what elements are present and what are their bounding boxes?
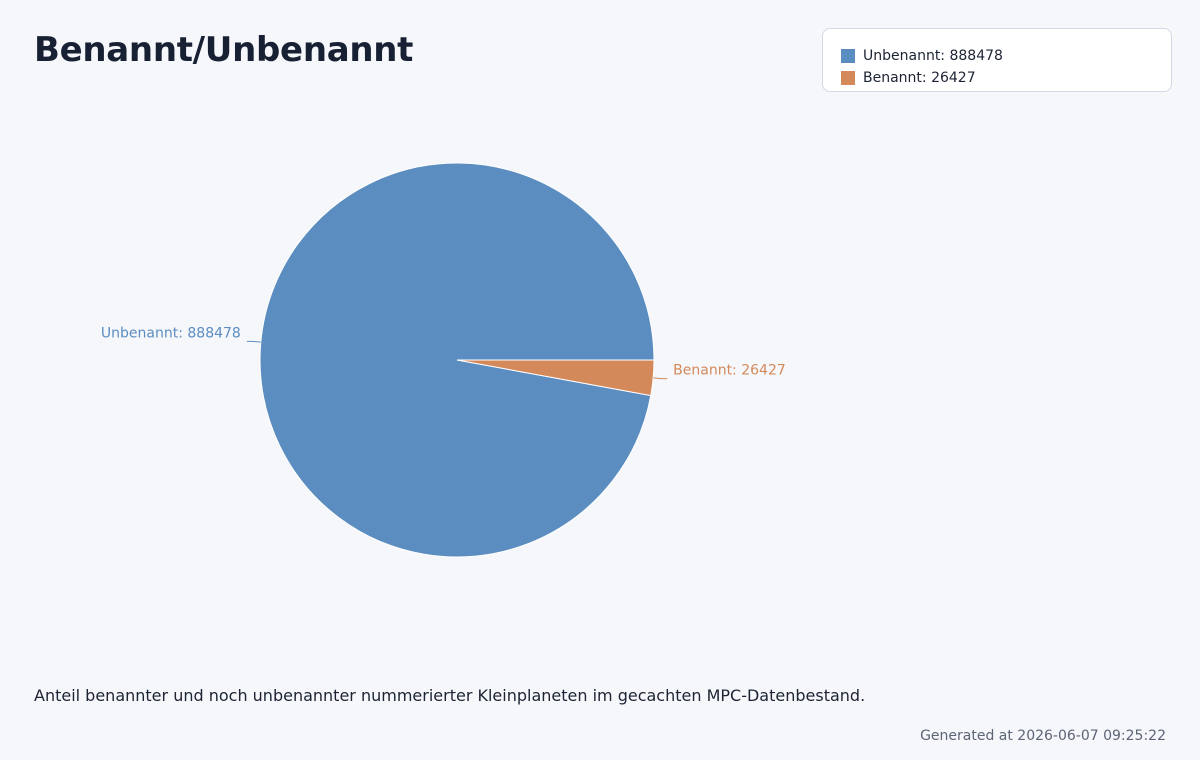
legend-swatch-benannt xyxy=(841,71,855,85)
pie-slice-benannt xyxy=(456,359,655,397)
chart-description: Anteil benannter und noch unbenannter nu… xyxy=(34,686,866,705)
chart-title: Benannt/Unbenannt xyxy=(34,30,414,70)
legend-item-benannt: Benannt: 26427 xyxy=(841,67,1171,89)
legend-label-unbenannt: Unbenannt: 888478 xyxy=(863,48,1003,64)
leader-line-unbenannt xyxy=(246,340,261,343)
chart-legend: Unbenannt: 888478 Benannt: 26427 xyxy=(822,28,1172,92)
legend-swatch-unbenannt xyxy=(841,49,855,63)
slice-label-benannt: Benannt: 26427 xyxy=(673,363,786,379)
leader-line-benannt xyxy=(653,377,668,380)
slice-label-unbenannt: Unbenannt: 888478 xyxy=(101,325,241,341)
generated-timestamp: Generated at 2026-06-07 09:25:22 xyxy=(920,728,1166,744)
legend-label-benannt: Benannt: 26427 xyxy=(863,70,976,86)
legend-item-unbenannt: Unbenannt: 888478 xyxy=(841,45,1171,67)
